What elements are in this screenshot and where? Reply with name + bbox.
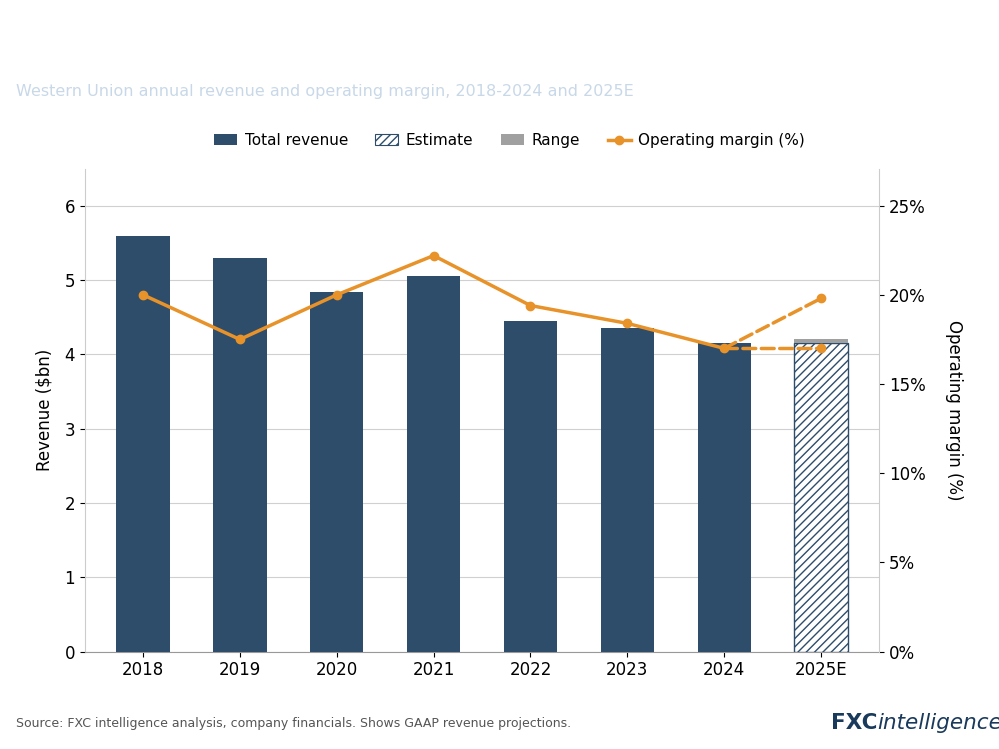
Bar xyxy=(503,321,557,652)
Bar xyxy=(407,276,461,652)
Bar xyxy=(697,343,751,652)
Bar xyxy=(117,236,170,652)
Bar xyxy=(600,328,654,652)
Text: Source: FXC intelligence analysis, company financials. Shows GAAP revenue projec: Source: FXC intelligence analysis, compa… xyxy=(16,718,571,730)
Text: FXC: FXC xyxy=(831,712,878,733)
Y-axis label: Revenue ($bn): Revenue ($bn) xyxy=(35,349,54,471)
Bar xyxy=(213,258,267,652)
Text: Western Union annual revenue and operating margin, 2018-2024 and 2025E: Western Union annual revenue and operati… xyxy=(16,84,633,99)
Legend: Total revenue, Estimate, Range, Operating margin (%): Total revenue, Estimate, Range, Operatin… xyxy=(208,127,811,154)
Y-axis label: Operating margin (%): Operating margin (%) xyxy=(945,320,963,500)
Text: Western Union revenue falls despite Consumer Services growth: Western Union revenue falls despite Cons… xyxy=(16,29,918,53)
Bar xyxy=(794,339,847,343)
Text: intelligence: intelligence xyxy=(877,712,999,733)
Bar xyxy=(310,292,364,652)
Bar xyxy=(794,343,847,652)
